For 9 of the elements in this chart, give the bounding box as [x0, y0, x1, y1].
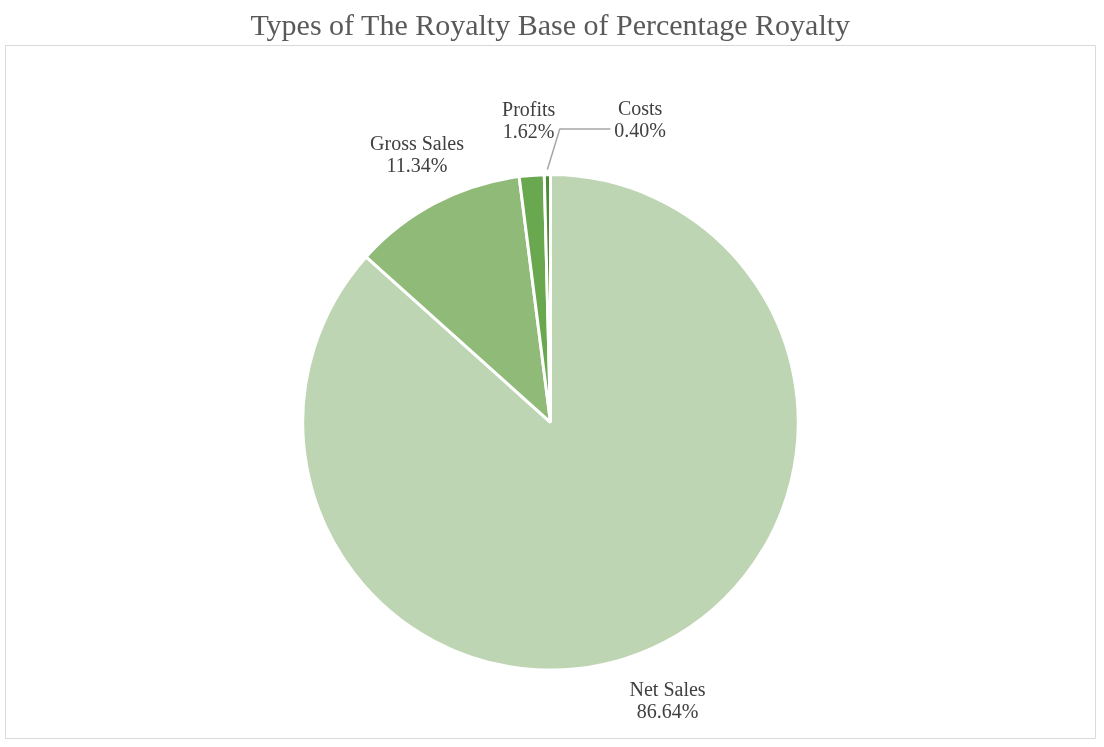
- slice-label: Net Sales: [629, 677, 706, 700]
- data-label: 11.34%: [386, 153, 448, 176]
- chart-title: Types of The Royalty Base of Percentage Royalty: [250, 7, 851, 41]
- slice-label: Profits: [502, 97, 556, 120]
- data-label: 1.62%: [502, 119, 555, 142]
- slice-label: Gross Sales: [370, 131, 465, 154]
- data-label: 86.64%: [636, 699, 699, 722]
- data-label: 0.40%: [614, 118, 666, 141]
- slice-label: Costs: [617, 96, 663, 119]
